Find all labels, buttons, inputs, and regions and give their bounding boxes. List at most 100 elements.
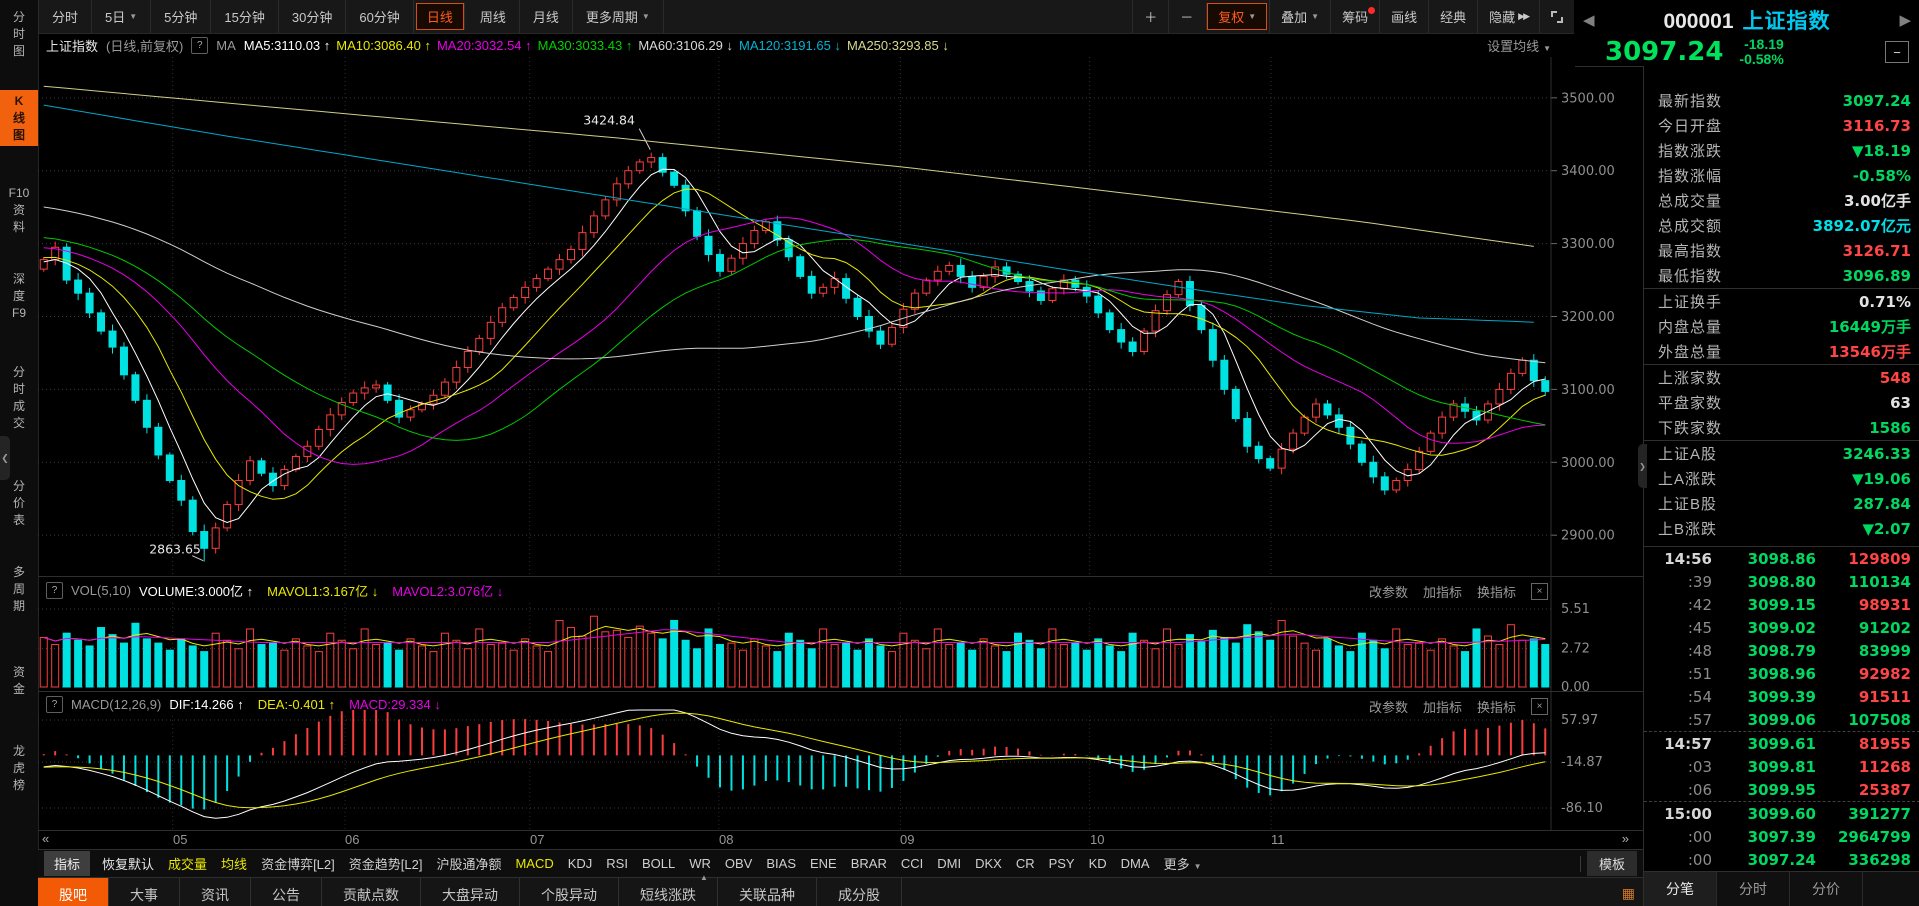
panel-collapse-handle[interactable]: ▲ [700, 873, 708, 882]
panel-layout-icon[interactable]: ▦ [1621, 885, 1635, 901]
tick-row-7: :57 3099.06 107508 [1644, 708, 1919, 732]
bottom-tab-4[interactable]: 贡献点数 [322, 878, 421, 906]
indicator-DKX[interactable]: DKX [975, 856, 1002, 871]
sidebar-item-7[interactable]: 资金 [12, 665, 25, 696]
indicator-CR[interactable]: CR [1015, 856, 1035, 871]
period-tab-7[interactable]: 周线 [467, 0, 520, 33]
indicator-3[interactable]: 均线 [221, 857, 248, 872]
period-tab-9[interactable]: 更多周期 ▼ [573, 0, 664, 33]
bottom-tab-2[interactable]: 资讯 [180, 878, 251, 906]
indicator-0[interactable]: 指标 [44, 851, 91, 876]
tool-button-7[interactable]: 隐藏 ▶▶ [1477, 0, 1539, 33]
indicator-BIAS[interactable]: BIAS [766, 856, 796, 871]
sidebar-collapse-handle[interactable]: ❮ [0, 436, 10, 480]
macd-action-1[interactable]: 加指标 [1422, 700, 1462, 715]
bottom-tab-1[interactable]: 大事 [109, 878, 180, 906]
vol-action-1[interactable]: 加指标 [1422, 585, 1462, 600]
macd-chart[interactable]: 57.97 -14.87 -86.10 [38, 692, 1643, 830]
quote-panel-collapse-handle[interactable]: ❯ [1638, 444, 1647, 488]
next-stock-arrow[interactable]: ▶ [1899, 12, 1911, 29]
minimize-panel-button[interactable]: − [1885, 41, 1909, 63]
indicator-L2[interactable]: 资金博弈[L2] [261, 857, 335, 872]
indicator-PSY[interactable]: PSY [1048, 856, 1075, 871]
indicator-2[interactable]: 成交量 [168, 857, 208, 872]
tool-button-4[interactable]: 筹码 [1330, 0, 1379, 33]
bottom-tab-5[interactable]: 大盘异动 [421, 878, 520, 906]
indicator-BRAR[interactable]: BRAR [850, 856, 887, 871]
period-tab-0[interactable]: 分时 [39, 0, 93, 33]
template-button[interactable]: 模板 [1586, 851, 1637, 876]
fullscreen-button[interactable] [1539, 0, 1574, 33]
tick-tab-0[interactable]: 分笔 [1644, 872, 1717, 906]
sidebar-item-2[interactable]: F10 资料 [8, 186, 30, 234]
indicator-DMA[interactable]: DMA [1120, 856, 1150, 871]
kline-chart-panel[interactable]: 3500.00 3400.00 3300.00 3200.00 3100.00 3000.… [38, 57, 1643, 576]
ma-settings-button[interactable]: 设置均线 ▼ [1487, 38, 1551, 54]
vol-action-0[interactable]: 改参数 [1368, 585, 1408, 600]
vol-help-icon[interactable]: ? [46, 582, 63, 599]
period-tab-8[interactable]: 月线 [520, 0, 573, 33]
bottom-tab-0[interactable]: 股吧 [38, 878, 109, 906]
period-tab-1[interactable]: 5日 ▼ [92, 0, 152, 33]
vol-action-2[interactable]: 换指标 [1476, 585, 1516, 600]
scroll-left-arrow[interactable]: « [42, 831, 50, 846]
macd-help-icon[interactable]: ? [46, 696, 63, 713]
tick-volume: 11268 [1858, 757, 1911, 776]
tool-button-6[interactable]: 经典 [1428, 0, 1477, 33]
indicator-6[interactable]: 沪股通净额 [436, 857, 502, 872]
period-tab-4[interactable]: 30分钟 [279, 0, 347, 33]
bottom-tab-7[interactable]: 短线涨跌 [619, 878, 718, 906]
sidebar-item-6[interactable]: 多周期 [12, 565, 25, 613]
bottom-tab-9[interactable]: 成分股 [817, 878, 902, 906]
tick-volume: 83999 [1858, 641, 1911, 660]
sidebar-item-0[interactable]: 分时图 [12, 10, 25, 58]
sidebar-item-5[interactable]: 分价表 [12, 479, 25, 527]
macd-action-2[interactable]: 换指标 [1476, 700, 1516, 715]
vol-close-icon[interactable]: × [1531, 583, 1548, 600]
tick-tab-2[interactable]: 分价 [1790, 872, 1863, 906]
bottom-tab-8[interactable]: 关联品种 [718, 878, 817, 906]
tool-button-5[interactable]: 画线 [1379, 0, 1428, 33]
bottom-tab-6[interactable]: 个股异动 [520, 878, 619, 906]
tool-button-2[interactable]: 复权 ▼ [1206, 3, 1268, 30]
scroll-right-arrow[interactable]: » [1621, 831, 1629, 846]
indicator-1[interactable]: 恢复默认 [102, 857, 155, 872]
indicator-23[interactable]: 更多 ▼ [1163, 857, 1202, 872]
macd-close-icon[interactable]: × [1531, 698, 1548, 715]
volume-chart[interactable]: 5.51 2.72 0.00 [38, 577, 1643, 691]
tick-volume: 107508 [1848, 710, 1911, 729]
period-tab-2[interactable]: 5分钟 [151, 0, 212, 33]
indicator-RSI[interactable]: RSI [606, 856, 628, 871]
macd-action-0[interactable]: 改参数 [1368, 700, 1408, 715]
tick-volume: 391277 [1848, 804, 1911, 823]
tick-tab-1[interactable]: 分时 [1717, 872, 1790, 906]
sidebar-item-4[interactable]: 分时成交 [12, 365, 25, 430]
period-tab-3[interactable]: 15分钟 [211, 0, 279, 33]
indicator-BOLL[interactable]: BOLL [641, 856, 676, 871]
indicator-ENE[interactable]: ENE [809, 856, 837, 871]
quote-row-1: 今日开盘 3116.73 [1644, 113, 1919, 138]
period-tab-6[interactable]: 日线 [415, 3, 465, 30]
sidebar-item-3[interactable]: 深度 F9 [11, 272, 26, 320]
tool-button-1[interactable]: － [1168, 0, 1204, 33]
tool-button-3[interactable]: 叠加 ▼ [1269, 0, 1330, 33]
indicator-KD[interactable]: KD [1088, 856, 1107, 871]
help-icon[interactable]: ? [191, 36, 209, 54]
macd-panel[interactable]: ? MACD(12,26,9) DIF:14.266 ↑ DEA:-0.401 ↑ MA… [38, 691, 1643, 830]
prev-stock-arrow[interactable]: ◀ [1583, 12, 1595, 29]
kline-chart[interactable]: 3500.00 3400.00 3300.00 3200.00 3100.00 3000.… [38, 57, 1643, 576]
indicator-L2[interactable]: 资金趋势[L2] [348, 857, 423, 872]
indicator-MACD[interactable]: MACD [515, 856, 554, 871]
indicator-OBV[interactable]: OBV [724, 856, 753, 871]
tool-button-0[interactable]: ＋ [1132, 0, 1168, 33]
period-tab-5[interactable]: 60分钟 [346, 0, 414, 33]
volume-panel[interactable]: ? VOL(5,10) VOLUME:3.000亿 ↑ MAVOL1:3.167亿 ↓… [38, 576, 1643, 691]
indicator-WR[interactable]: WR [689, 856, 711, 871]
indicator-DMI[interactable]: DMI [937, 856, 962, 871]
bottom-tab-3[interactable]: 公告 [251, 878, 322, 906]
indicator-CCI[interactable]: CCI [900, 856, 924, 871]
tick-list[interactable]: 14:56 3098.86 129809:39 3098.80 110134:42 309… [1644, 546, 1919, 871]
sidebar-item-8[interactable]: 龙虎榜 [12, 744, 25, 792]
indicator-KDJ[interactable]: KDJ [567, 856, 593, 871]
